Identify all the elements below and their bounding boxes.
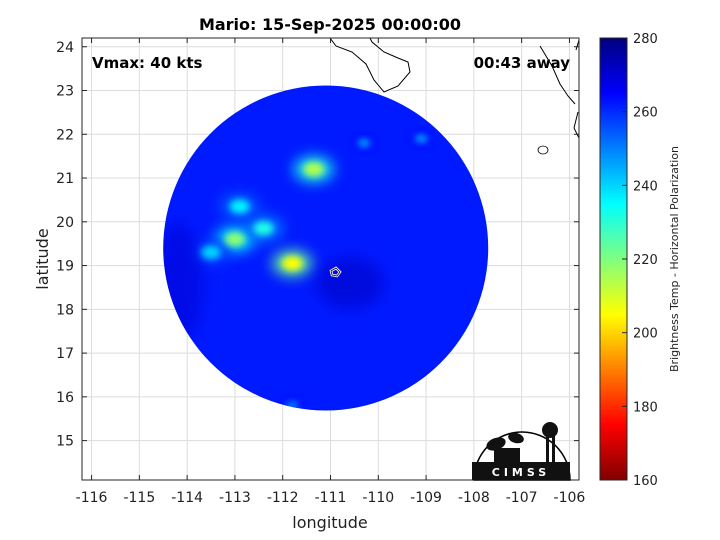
x-tick-label: -109 xyxy=(410,490,442,506)
chart-title: Mario: 15-Sep-2025 00:00:00 xyxy=(199,15,461,34)
x-tick-label: -115 xyxy=(123,490,155,506)
vmax-annotation: Vmax: 40 kts xyxy=(92,54,202,72)
colorbar-tick-label: 240 xyxy=(633,179,658,194)
colorbar-tick-label: 280 xyxy=(633,32,658,47)
feature-core xyxy=(282,256,303,271)
eye-region xyxy=(315,257,384,310)
y-tick-label: 16 xyxy=(56,390,74,406)
logo-text: CIMSS xyxy=(492,466,550,479)
x-tick-label: -114 xyxy=(171,490,203,506)
y-tick-label: 18 xyxy=(56,302,74,318)
y-tick-label: 24 xyxy=(56,40,74,56)
x-tick-label: -107 xyxy=(506,490,538,506)
feature-core xyxy=(201,245,222,260)
colorbar-ticks: 160 180 200 220 240 260 280 xyxy=(622,32,658,489)
colorbar-tick-label: 160 xyxy=(633,474,658,489)
logo-band xyxy=(472,462,570,480)
convective-cores xyxy=(195,134,428,410)
cimss-logo: CIMSS xyxy=(472,422,571,481)
islas-marias-edge xyxy=(537,145,549,155)
baja-california-edge xyxy=(329,38,411,93)
feature-core xyxy=(229,199,250,214)
x-tick-label: -116 xyxy=(76,490,108,506)
colorbar-tick-label: 200 xyxy=(633,327,658,342)
feature-core xyxy=(357,139,370,148)
colorbar-label: Brightness Temp - Horizontal Polarizatio… xyxy=(668,146,681,372)
x-tick-label: -110 xyxy=(362,490,394,506)
time-offset-annotation: 00:43 away xyxy=(474,54,571,72)
satellite-dish-icon xyxy=(486,437,506,451)
y-tick-label: 22 xyxy=(56,127,74,143)
water-tower-icon xyxy=(542,422,558,438)
colorbar-tick-label: 260 xyxy=(633,106,658,121)
feature-core xyxy=(415,134,428,143)
y-tick-label: 15 xyxy=(56,434,74,450)
satellite-dish-icon-2 xyxy=(508,432,524,444)
y-tick-label: 19 xyxy=(56,259,74,275)
y-axis-label: latitude xyxy=(33,228,52,289)
x-tick-label: -113 xyxy=(219,490,251,506)
y-tick-label: 20 xyxy=(56,215,74,231)
x-axis-label: longitude xyxy=(292,513,367,532)
y-tick-label: 17 xyxy=(56,346,74,362)
feature-core xyxy=(253,221,274,236)
water-tower-leg-icon xyxy=(546,436,549,464)
colorbar-tick-label: 220 xyxy=(633,253,658,268)
y-tick-label: 23 xyxy=(56,84,74,100)
microwave-swath xyxy=(163,85,489,411)
feature-core xyxy=(224,232,245,247)
socorro-island-edge xyxy=(330,267,341,277)
y-tick-label: 21 xyxy=(56,171,74,187)
building-icon xyxy=(494,448,520,462)
x-tick-label: -111 xyxy=(315,490,347,506)
colorbar-tick-label: 180 xyxy=(633,400,658,415)
x-axis: -116 -115 -114 -113 -112 -111 -110 -109 -108 -107… xyxy=(76,38,586,506)
x-tick-label: -108 xyxy=(458,490,490,506)
x-tick-label: -106 xyxy=(554,490,586,506)
water-tower-leg-icon-2 xyxy=(552,436,555,464)
x-tick-label: -112 xyxy=(267,490,299,506)
feature-core xyxy=(303,162,324,177)
y-axis: 15 16 17 18 19 20 21 22 23 24 xyxy=(56,40,579,450)
